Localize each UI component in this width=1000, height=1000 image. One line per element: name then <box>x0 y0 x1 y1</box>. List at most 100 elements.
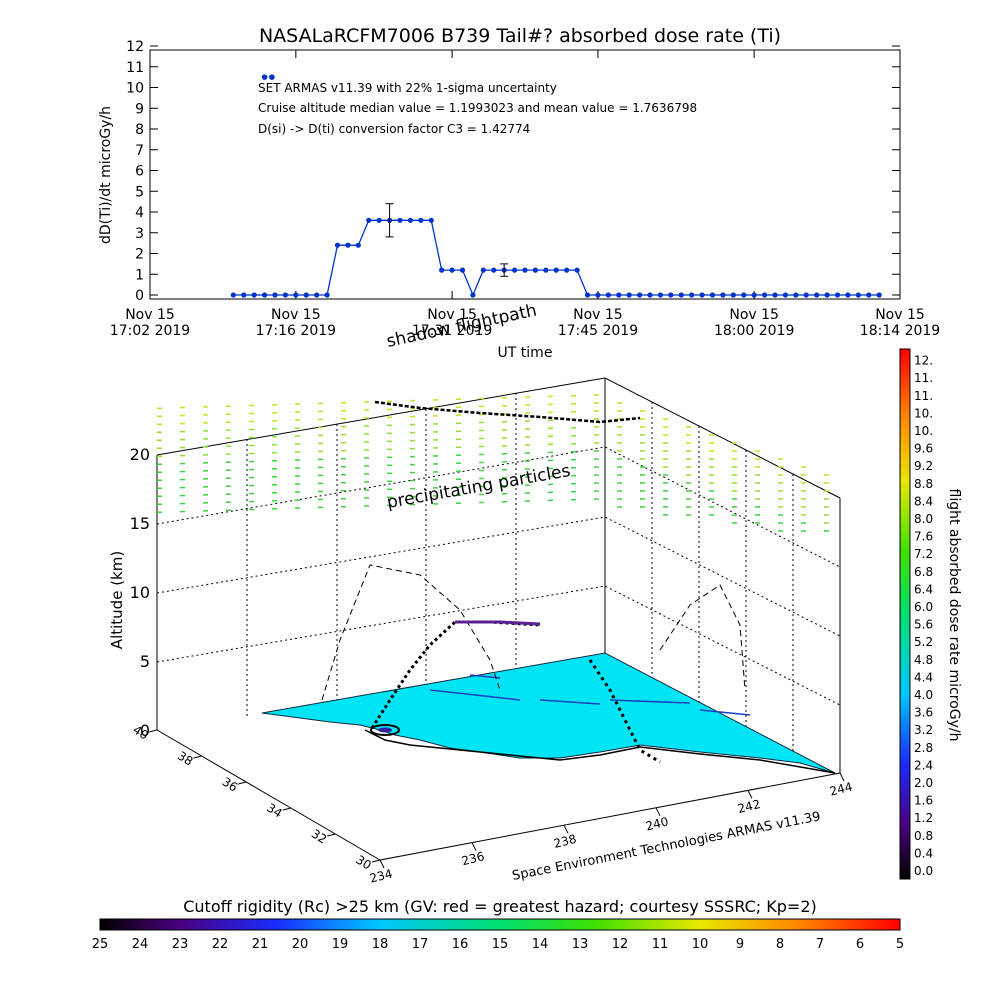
data-point <box>720 292 726 298</box>
colorbar-tick-label: 11. <box>914 389 933 403</box>
y-tick-label: 4 <box>135 205 144 221</box>
colorbar-tick-label: 8.4 <box>914 494 933 508</box>
colorbar-tick-label: 2.0 <box>914 776 933 790</box>
longitude-tick-mark <box>655 807 661 817</box>
rigidity-tick-label: 10 <box>692 937 709 952</box>
latitude-tick-label: 32 <box>309 827 329 847</box>
data-point <box>699 292 705 298</box>
series-line <box>233 219 880 297</box>
rigidity-tick-label: 19 <box>332 937 349 952</box>
rigidity-tick-label: 16 <box>452 937 469 952</box>
data-point <box>543 267 549 273</box>
data-point <box>449 267 455 273</box>
data-point <box>616 292 622 298</box>
ground-surface <box>261 652 836 774</box>
x-tick-label-date: Nov 15 <box>125 307 175 323</box>
dose-colorbar-label: flight absorbed dose rate microGy/h <box>946 489 962 742</box>
data-point <box>741 292 747 298</box>
data-point <box>605 292 611 298</box>
rigidity-tick-label: 24 <box>132 937 149 952</box>
x-tick-label-time: 18:14 2019 <box>860 323 940 339</box>
altitude-tick-label: 5 <box>140 652 150 671</box>
y-tick-label: 2 <box>135 247 144 263</box>
y-tick-label: 7 <box>135 143 144 159</box>
data-point <box>793 292 799 298</box>
data-point <box>272 292 278 298</box>
latitude-tick-mark <box>371 859 381 863</box>
rigidity-tick-label: 12 <box>612 937 629 952</box>
dose-colorbar-gradient <box>899 348 911 880</box>
latitude-tick-label: 30 <box>353 853 373 873</box>
top-x-axis-label: UT time <box>498 345 553 361</box>
x-tick-label-time: 18:00 2019 <box>714 323 794 339</box>
data-point <box>376 217 382 223</box>
x-tick-label-date: Nov 15 <box>271 307 321 323</box>
box-bottom-lon <box>379 772 841 861</box>
data-point <box>428 217 434 223</box>
rigidity-tick-label: 14 <box>532 937 549 952</box>
data-point <box>366 217 372 223</box>
longitude-tick-label: 240 <box>644 814 670 833</box>
colorbar-tick-label: 9.6 <box>914 442 933 456</box>
departure-marker-inner <box>378 727 392 733</box>
top-y-axis-label: dD(Ti)/dt microGy/h <box>98 106 114 244</box>
colorbar-tick-label: 10. <box>914 424 933 438</box>
annotation-cruise-values: Cruise altitude median value = 1.1993023… <box>258 101 697 115</box>
data-point <box>595 292 601 298</box>
colorbar-tick-label: 10. <box>914 406 933 420</box>
y-tick-label: 3 <box>135 226 144 242</box>
y-tick-label: 0 <box>135 288 144 304</box>
colorbar-tick-label: 0.4 <box>914 846 933 860</box>
box-top-left <box>156 377 606 456</box>
colorbar-tick-label: 3.6 <box>914 706 933 720</box>
data-point <box>636 292 643 298</box>
longitude-tick-label: 236 <box>460 849 486 868</box>
3d-grid <box>156 377 841 861</box>
altitude-axis-label: Altitude (km) <box>108 551 126 649</box>
rigidity-tick-label: 22 <box>212 937 229 952</box>
colorbar-tick-label: 2.4 <box>914 758 933 772</box>
rigidity-colorbar-gradient <box>99 918 901 931</box>
latitude-ticks: 40 38 36 34 32 30 <box>130 723 381 873</box>
y-tick-label: 1 <box>135 267 144 283</box>
colorbar-tick-label: 0.0 <box>914 864 933 878</box>
departure-marker <box>370 724 400 736</box>
colorbar-tick-label: 2.8 <box>914 741 933 755</box>
colorbar-tick-label: 6.0 <box>914 600 933 614</box>
data-point <box>845 292 851 298</box>
coastline <box>364 729 836 774</box>
longitude-tick-label: 242 <box>736 797 762 816</box>
rigidity-tick-label: 8 <box>776 937 784 952</box>
x-tick-label-time: 17:16 2019 <box>256 323 336 339</box>
data-point <box>647 292 653 298</box>
latitude-tick-mark <box>238 781 247 785</box>
x-tick-label-date: Nov 15 <box>573 307 623 323</box>
top-annotations: SET ARMAS v11.39 with 22% 1-sigma uncert… <box>258 81 697 136</box>
colorbar-tick-label: 8.0 <box>914 512 933 526</box>
data-point <box>751 292 757 298</box>
data-point <box>657 292 664 298</box>
colorbar-tick-label: 4.4 <box>914 670 933 684</box>
altitude-tick-label: 20 <box>130 445 150 464</box>
data-point <box>282 292 289 298</box>
y-tick-label: 6 <box>135 164 144 180</box>
y-tick-label: 10 <box>126 81 144 97</box>
annotation-conversion-factor: D(si) -> D(ti) conversion factor C3 = 1.… <box>258 122 530 136</box>
data-point <box>689 292 695 298</box>
colorbar-tick-label: 4.8 <box>914 653 933 667</box>
colorbar-tick-label: 1.2 <box>914 811 933 825</box>
3d-flight-plot: shadow flightpath precipitating particle… <box>108 301 854 886</box>
latitude-tick-mark <box>193 755 202 759</box>
altitude-ticks: 0 5 10 15 20 <box>130 445 150 740</box>
altitude-tick-label: 0 <box>140 721 150 740</box>
x-tick-label-time: 17:31 2019 <box>412 323 492 339</box>
dose-colorbar: 0.0 0.4 0.8 1.2 1.6 2.0 2.4 2.8 3.2 3.6 4.0 4.4 4.8 5… <box>899 348 962 880</box>
longitude-tick-label: 234 <box>368 867 394 886</box>
altitude-tick-label: 10 <box>130 583 150 602</box>
colorbar-tick-label: 7.6 <box>914 530 933 544</box>
outlier-point <box>269 74 275 80</box>
data-point <box>834 292 841 298</box>
